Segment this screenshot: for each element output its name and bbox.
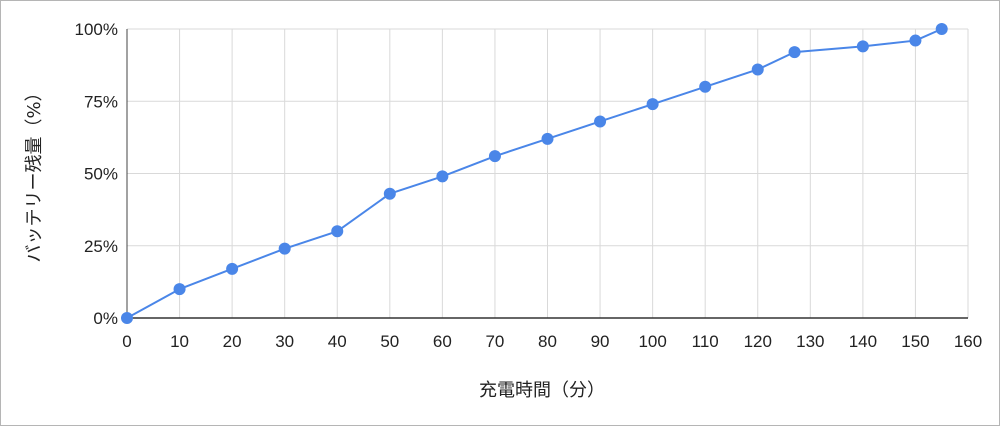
- x-tick-label: 30: [275, 332, 294, 351]
- x-tick-label: 40: [328, 332, 347, 351]
- x-tick-label: 90: [591, 332, 610, 351]
- x-tick-label: 130: [796, 332, 824, 351]
- x-tick-label: 80: [538, 332, 557, 351]
- y-tick-label: 100%: [75, 20, 118, 39]
- x-tick-label: 70: [485, 332, 504, 351]
- grid: [127, 28, 969, 318]
- x-tick-label: 160: [954, 332, 982, 351]
- x-tick-label: 150: [901, 332, 929, 351]
- x-tick-label: 0: [122, 332, 131, 351]
- x-tick-label: 50: [380, 332, 399, 351]
- data-point: [646, 98, 659, 111]
- data-point: [788, 46, 801, 59]
- y-axis-title: バッテリー残量（%）: [24, 83, 45, 262]
- data-point: [699, 80, 712, 93]
- axes: [126, 29, 968, 319]
- x-tick-label: 120: [744, 332, 772, 351]
- series: [121, 23, 948, 324]
- data-point: [226, 262, 239, 275]
- data-point: [436, 170, 449, 183]
- x-tick-label: 110: [692, 332, 719, 351]
- data-point: [331, 225, 344, 238]
- x-tick-label: 20: [223, 332, 242, 351]
- tick-labels: 0 10 20 30 40 50 60 70 80 90 100 110 120 130 140 150 160…: [75, 20, 983, 351]
- y-tick-label: 25%: [84, 237, 118, 256]
- x-tick-label: 100: [638, 332, 666, 351]
- data-point: [856, 40, 869, 53]
- y-tick-label: 0%: [93, 309, 118, 328]
- data-point: [383, 187, 396, 200]
- data-point: [751, 63, 764, 76]
- x-tick-label: 140: [849, 332, 877, 351]
- data-point: [909, 34, 922, 47]
- x-axis-title: 充電時間（分）: [479, 380, 605, 401]
- data-point: [541, 132, 554, 145]
- x-tick-label: 60: [433, 332, 452, 351]
- y-tick-label: 50%: [84, 165, 118, 184]
- y-tick-label: 75%: [84, 92, 118, 111]
- data-point: [935, 23, 948, 35]
- data-point: [488, 150, 501, 163]
- data-point: [594, 115, 607, 128]
- data-point: [121, 312, 133, 324]
- data-point: [173, 283, 186, 296]
- data-point: [278, 242, 291, 255]
- x-tick-label: 10: [170, 332, 189, 351]
